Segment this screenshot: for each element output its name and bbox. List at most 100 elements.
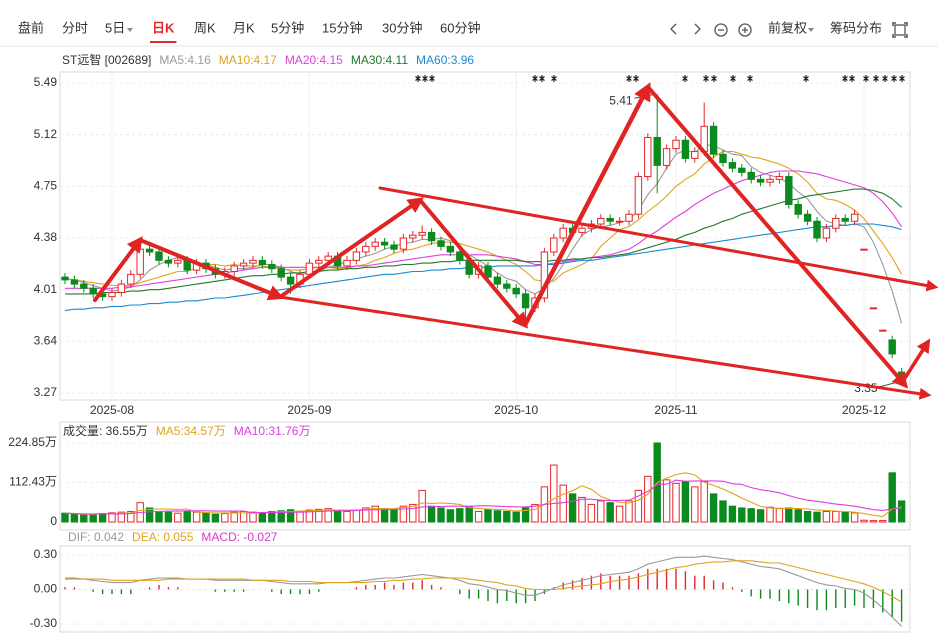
tab[interactable]: 5日 <box>105 20 125 35</box>
signal-marker <box>891 75 897 82</box>
candle-body <box>427 231 436 242</box>
panel-frame <box>59 421 911 531</box>
legend-entry: MA5:4.16 <box>159 53 211 67</box>
volume-bar <box>813 511 821 523</box>
candle-body <box>578 227 586 233</box>
volume-bar <box>117 511 126 523</box>
fullscreen-inner <box>894 24 906 36</box>
candle-body <box>747 171 755 180</box>
candle-body <box>418 231 426 236</box>
volume-bar <box>155 510 163 523</box>
tab[interactable]: 30分钟 <box>382 20 422 35</box>
tab[interactable]: 5分钟 <box>271 20 304 35</box>
volume-bar <box>399 505 408 523</box>
candle-body <box>493 276 502 285</box>
volume-bar <box>719 500 727 523</box>
candle-body <box>728 162 737 169</box>
volume-bar <box>221 513 229 523</box>
y-tick-label: 4.38 <box>34 230 58 244</box>
volume-bar <box>644 475 652 523</box>
candle-body <box>813 220 821 239</box>
signal-marker <box>532 75 538 82</box>
next-button[interactable] <box>694 23 701 35</box>
volume-bar <box>437 507 445 523</box>
volume-bar <box>822 510 831 523</box>
volume-bar <box>202 512 210 523</box>
candle-body <box>305 262 314 275</box>
candle-body <box>409 234 417 239</box>
volume-bar <box>559 484 567 523</box>
candle-body <box>70 279 79 285</box>
volume-bar <box>672 482 680 523</box>
volume-bar <box>803 510 812 523</box>
volume-bar <box>465 505 473 523</box>
candle-body <box>512 287 520 295</box>
candle-body <box>174 259 182 264</box>
volume-bar <box>860 519 868 523</box>
volume-bar <box>352 509 361 523</box>
tab[interactable]: 15分钟 <box>322 20 362 35</box>
tab[interactable]: 周K <box>194 20 216 35</box>
y-tick-label: 224.85万 <box>8 435 57 449</box>
volume-bar <box>98 513 107 523</box>
tab[interactable]: 盘前 <box>18 20 44 35</box>
x-tick-label: 2025-08 <box>90 403 134 417</box>
candle-body <box>709 125 718 155</box>
candle-body <box>869 307 878 310</box>
candle-body <box>766 178 774 183</box>
signal-marker <box>730 75 736 82</box>
candle-body <box>634 176 643 215</box>
volume-bar <box>850 512 859 523</box>
zoom-in[interactable] <box>738 23 752 37</box>
volume-bar <box>615 505 624 523</box>
candle-body <box>550 237 558 253</box>
macd-line <box>65 560 902 603</box>
volume-bar <box>145 507 154 523</box>
toolbar-button[interactable]: 前复权 <box>768 20 807 35</box>
y-tick-label: 3.27 <box>34 385 58 399</box>
tab[interactable]: 日K <box>152 20 175 35</box>
prev-button[interactable] <box>670 23 677 35</box>
fullscreen-button[interactable] <box>892 22 908 38</box>
candle-body <box>362 245 370 253</box>
volume-bar <box>164 511 173 523</box>
zoom-out[interactable] <box>714 23 728 37</box>
candle-body <box>879 329 887 332</box>
candle-body <box>164 259 173 264</box>
volume-bar <box>662 479 671 523</box>
candle-body <box>625 213 633 222</box>
volume-bar <box>691 486 699 523</box>
signal-marker <box>682 75 688 82</box>
volume-bar <box>80 514 88 523</box>
tab[interactable]: 月K <box>233 20 255 35</box>
candle-body <box>136 248 144 275</box>
signal-marker <box>703 75 709 82</box>
volume-bar <box>587 503 596 523</box>
y-tick-label: 4.01 <box>34 282 58 296</box>
candle-body <box>597 217 605 225</box>
volume-bar <box>503 510 511 523</box>
volume-bar <box>512 511 520 523</box>
volume-bar <box>625 500 633 523</box>
volume-bar <box>418 489 426 523</box>
toolbar-button[interactable]: 筹码分布 <box>830 20 882 35</box>
candle-body <box>258 259 267 266</box>
volume-bar <box>897 500 906 523</box>
candle-body <box>559 227 567 239</box>
volume-bar <box>493 510 502 523</box>
signal-marker <box>882 75 888 82</box>
tab[interactable]: 分时 <box>62 20 88 35</box>
candle-body <box>691 150 699 159</box>
volume-bar <box>371 505 379 523</box>
trend-arrow <box>418 198 529 329</box>
candle-body <box>399 237 408 250</box>
volume-bar <box>531 503 539 523</box>
volume-bar <box>766 506 774 523</box>
tab[interactable]: 60分钟 <box>440 20 480 35</box>
candle-body <box>521 293 530 309</box>
candle-body <box>446 245 455 253</box>
volume-bar <box>869 520 878 523</box>
candle-body <box>268 264 276 270</box>
volume-bar <box>568 493 577 523</box>
